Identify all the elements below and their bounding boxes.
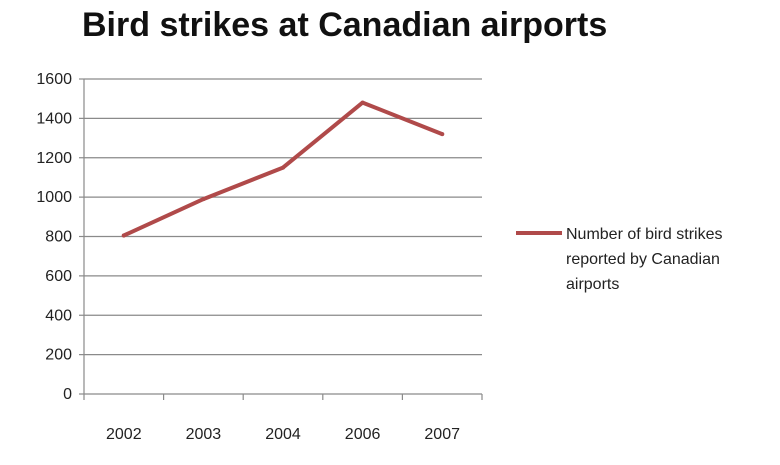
y-tick-label: 1000 [36, 189, 72, 206]
y-tick-label: 400 [45, 307, 72, 324]
x-tick-label: 2007 [424, 426, 460, 443]
y-tick-label: 1600 [36, 71, 72, 88]
x-axis-tick-labels: 2002 2003 2004 2006 2007 [106, 426, 460, 443]
y-tick-label: 0 [63, 386, 72, 403]
gridlines [84, 78, 482, 356]
chart-title: Bird strikes at Canadian airports [82, 6, 608, 44]
x-tick-label: 2003 [186, 426, 222, 443]
y-axis-tick-labels: 0 200 400 600 800 1000 1200 1400 1600 [36, 71, 72, 403]
x-tick-label: 2006 [345, 426, 381, 443]
data-point [121, 233, 126, 238]
legend: Number of bird strikes reported by Canadi… [516, 226, 723, 293]
data-point [440, 132, 445, 137]
x-tick-label: 2002 [106, 426, 142, 443]
legend-label-line: airports [566, 276, 619, 293]
y-tick-label: 1400 [36, 110, 72, 127]
y-tick-label: 200 [45, 347, 72, 364]
legend-label: Number of bird strikes reported by Canadi… [566, 226, 723, 293]
axes [79, 78, 483, 400]
y-tick-label: 800 [45, 229, 72, 246]
legend-label-line: Number of bird strikes [566, 226, 723, 243]
data-point [201, 197, 206, 202]
y-tick-label: 600 [45, 268, 72, 285]
series-layer [121, 100, 445, 238]
legend-label-line: reported by Canadian [566, 251, 720, 268]
data-point [281, 165, 285, 170]
y-tick-label: 1200 [36, 150, 72, 167]
data-point [360, 100, 365, 105]
x-tick-label: 2004 [265, 426, 301, 443]
